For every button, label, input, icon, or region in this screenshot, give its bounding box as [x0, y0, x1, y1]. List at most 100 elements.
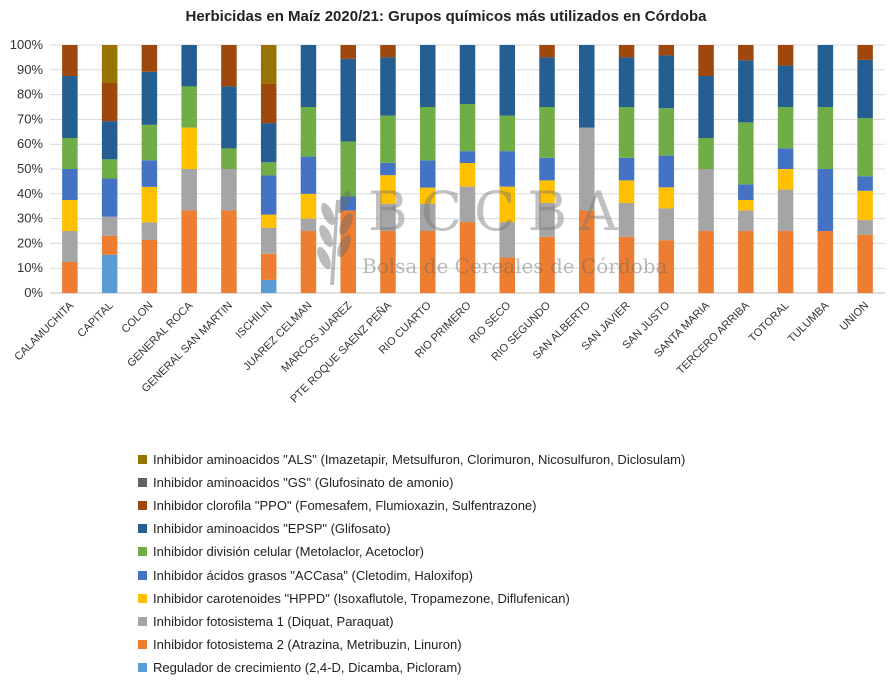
- bar-segment: [141, 222, 158, 240]
- x-tick-label: CAPITAL: [75, 300, 115, 340]
- bar-segment: [738, 210, 754, 231]
- bar-segment: [857, 190, 873, 221]
- y-tick-label: 80%: [17, 87, 43, 102]
- bar-segment: [300, 45, 317, 107]
- bar-segment: [300, 156, 317, 194]
- legend-label: Inhibidor fotosistema 1 (Diquat, Paraqua…: [153, 613, 394, 629]
- bar-segment: [738, 45, 754, 61]
- bar-segment: [340, 210, 356, 293]
- bar-segment: [101, 178, 118, 217]
- bar-segment: [698, 76, 714, 138]
- bar-segment: [419, 107, 436, 161]
- bar-segment: [658, 45, 675, 56]
- bar-segment: [459, 104, 476, 152]
- bar-segment: [300, 107, 317, 157]
- bar-segment: [260, 162, 277, 176]
- legend-item: Inhibidor aminoacidos "GS" (Glufosinato …: [138, 471, 685, 494]
- bar-segment: [539, 45, 555, 58]
- bar-segment: [419, 45, 436, 107]
- bar-segment: [777, 65, 794, 107]
- y-tick-label: 20%: [17, 235, 43, 250]
- y-tick-label: 90%: [17, 62, 43, 77]
- legend-item: Inhibidor fotosistema 1 (Diquat, Paraqua…: [138, 610, 685, 633]
- bar-segment: [141, 124, 158, 161]
- y-tick-label: 70%: [17, 111, 43, 126]
- bar-segment: [260, 227, 277, 254]
- legend-label: Inhibidor carotenoides "HPPD" (Isoxaflut…: [153, 590, 570, 606]
- x-tick-label: TERCERO ARRIBA: [675, 299, 753, 377]
- bar-segment: [539, 236, 555, 293]
- bar-segment: [300, 193, 317, 219]
- y-axis-ticks: 0% 10% 20% 30% 40% 50% 60% 70% 80% 90% 100%: [10, 37, 44, 300]
- legend-item: Inhibidor carotenoides "HPPD" (Isoxaflut…: [138, 587, 685, 610]
- bar-segment: [738, 200, 754, 211]
- bar-segment: [618, 236, 635, 293]
- bar-segment: [698, 45, 714, 76]
- legend-label: Inhibidor aminoacidos "ALS" (Imazetapir,…: [153, 452, 686, 468]
- legend-swatch: [138, 455, 147, 465]
- bar-segment: [141, 160, 158, 187]
- bar-segment: [181, 169, 197, 211]
- bar-segment: [101, 159, 118, 179]
- bar-segment: [62, 262, 78, 293]
- bar-segment: [857, 45, 873, 60]
- legend-item: Inhibidor división celular (Metolaclor, …: [138, 540, 685, 563]
- legend-label: Inhibidor fotosistema 2 (Atrazina, Metri…: [153, 636, 462, 652]
- bar-segment: [62, 200, 78, 231]
- y-tick-label: 100%: [10, 37, 44, 52]
- legend-label: Inhibidor ácidos grasos "ACCasa" (Cletod…: [153, 567, 473, 583]
- legend-item: Inhibidor aminoacidos "EPSP" (Glifosato): [138, 517, 685, 540]
- x-tick-label: MARCOS JUAREZ: [279, 299, 354, 374]
- legend-item: Inhibidor ácidos grasos "ACCasa" (Cletod…: [138, 563, 685, 586]
- bar-segment: [380, 57, 396, 116]
- legend-swatch: [138, 570, 147, 580]
- bar-segment: [141, 71, 158, 125]
- x-tick-label: TOTORAL: [747, 300, 792, 345]
- bar-segment: [141, 239, 158, 293]
- legend-label: Inhibidor división celular (Metolaclor, …: [153, 544, 424, 560]
- bar-segment: [260, 253, 277, 280]
- y-tick-label: 10%: [17, 260, 43, 275]
- bar-segment: [260, 214, 277, 228]
- bar-segment: [300, 231, 317, 293]
- bar-segment: [380, 231, 396, 293]
- bar-segment: [817, 45, 834, 107]
- bar-segment: [857, 59, 873, 119]
- bar-segment: [181, 210, 197, 293]
- bar-segment: [221, 169, 237, 211]
- bar-segment: [62, 231, 78, 262]
- bar-segment: [817, 231, 834, 293]
- legend-label: Inhibidor aminoacidos "EPSP" (Glifosato): [153, 521, 391, 537]
- bar-segment: [698, 231, 714, 293]
- bar-segment: [857, 176, 873, 191]
- x-tick-label: TULUMBA: [786, 299, 832, 345]
- bar-segment: [698, 169, 714, 231]
- bar-segment: [101, 82, 118, 122]
- x-tick-label: ISCHILIN: [233, 300, 274, 341]
- bar-segment: [340, 45, 356, 59]
- bar-segment: [380, 175, 396, 204]
- bar-segment: [857, 118, 873, 177]
- bar-segment: [658, 208, 675, 241]
- bar-segment: [777, 231, 794, 293]
- legend-swatch: [138, 593, 147, 603]
- bar-segment: [181, 127, 197, 169]
- y-tick-label: 60%: [17, 136, 43, 151]
- bar-segment: [658, 240, 675, 293]
- legend-swatch: [138, 616, 147, 626]
- legend-item: Regulador de crecimiento (2,4-D, Dicamba…: [138, 656, 685, 679]
- y-tick-label: 30%: [17, 211, 43, 226]
- bar-segment: [62, 45, 78, 76]
- bar-segment: [658, 155, 675, 188]
- bar-segment: [380, 203, 396, 231]
- bar-segment: [221, 86, 237, 149]
- bar-segment: [618, 202, 635, 237]
- bar-segment: [340, 196, 356, 211]
- x-tick-label: CALAMUCHITA: [12, 299, 76, 363]
- bar-segment: [777, 189, 794, 231]
- bar-segment: [579, 45, 595, 128]
- legend: Inhibidor aminoacidos "ALS" (Imazetapir,…: [138, 448, 685, 679]
- bar-segment: [101, 216, 118, 236]
- bar-segment: [499, 222, 516, 258]
- x-tick-label: JUAREZ CELMAN: [241, 300, 314, 373]
